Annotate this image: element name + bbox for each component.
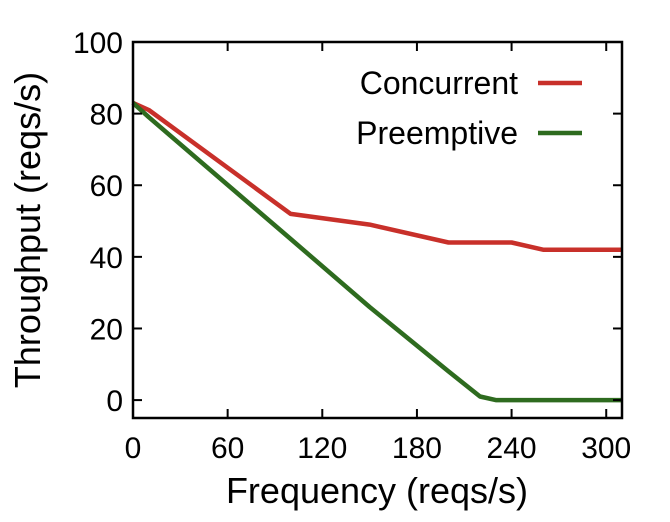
plot-frame	[131, 40, 624, 420]
series-line-preemptive	[131, 101, 622, 403]
x-tick-label: 60	[211, 432, 244, 465]
legend-label-concurrent: Concurrent	[360, 65, 518, 101]
legend-label-preemptive: Preemptive	[356, 115, 518, 151]
y-tick-label: 100	[73, 27, 123, 60]
x-tick-label: 240	[487, 432, 537, 465]
x-axis-title: Frequency (reqs/s)	[226, 470, 528, 511]
y-tick-label: 0	[106, 385, 123, 418]
x-tick-label: 300	[581, 432, 631, 465]
x-tick-label: 0	[125, 432, 142, 465]
y-tick-label: 20	[90, 313, 123, 346]
y-tick-label: 40	[90, 242, 123, 275]
series-line-concurrent	[132, 100, 622, 252]
y-axis-title: Throughput (reqs/s)	[7, 72, 48, 388]
y-tick-label: 60	[90, 170, 123, 203]
x-tick-label: 180	[392, 432, 442, 465]
x-tick-label: 120	[297, 432, 347, 465]
y-tick-label: 80	[90, 99, 123, 132]
